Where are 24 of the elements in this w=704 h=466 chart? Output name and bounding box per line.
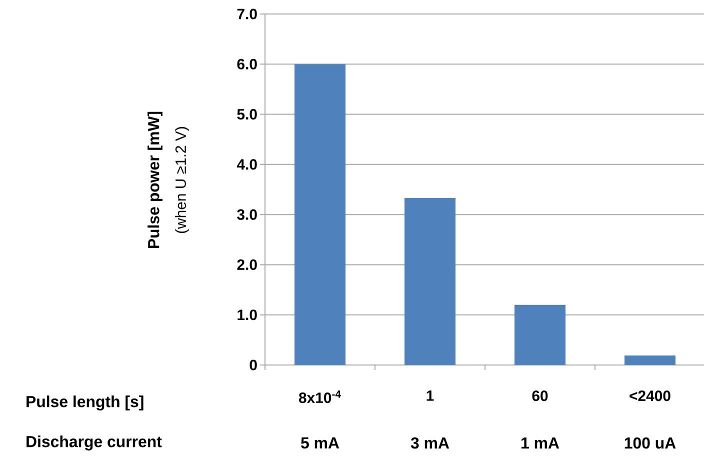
- y-tick-label: 7.0: [237, 8, 257, 20]
- text: 100 uA: [624, 437, 676, 449]
- bar: [624, 355, 676, 365]
- x-tick-label: 1: [426, 390, 434, 401]
- text: 5 mA: [301, 437, 340, 449]
- y-tick-label: 6.0: [237, 58, 257, 70]
- text: Discharge current: [26, 436, 162, 450]
- y-tick-label: 2.0: [237, 259, 257, 270]
- x-tick-label: 60: [532, 390, 548, 402]
- x-tick-label: <2400: [630, 390, 670, 402]
- x-tick-label: 8x10$^{-4}$: [298, 390, 341, 404]
- y-tick-label: 0: [250, 360, 257, 370]
- y-tick-label: 5.0: [237, 108, 257, 120]
- text: 3 mA: [410, 437, 450, 449]
- bar: [404, 198, 456, 365]
- y-tick-label: 1.0: [238, 310, 257, 320]
- y-axis-title: Pulse power [mW]: [148, 112, 162, 248]
- text: (when U ≥1.2 V): [175, 127, 189, 234]
- text: Pulse length [s]: [26, 396, 144, 410]
- bar: [514, 304, 566, 365]
- text: 1 mA: [522, 438, 560, 448]
- y-tick-label: 4.0: [236, 159, 257, 170]
- bar: [294, 64, 346, 365]
- y-tick-label: 3.0: [237, 209, 257, 220]
